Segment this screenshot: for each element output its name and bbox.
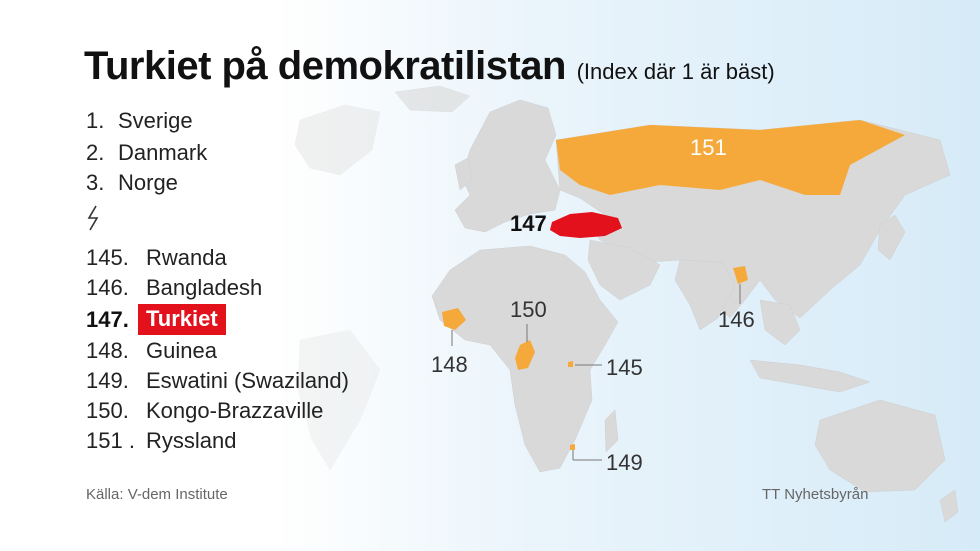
credit-text: TT Nyhetsbyrån [762,486,869,503]
rwanda-shape [568,361,573,367]
country-name: Kongo-Brazzaville [146,398,324,423]
label-kongo: 150 [510,297,547,322]
turkey-shape [550,212,622,238]
land-uk [454,157,473,191]
kongo-brazzaville-shape [515,340,535,370]
country-name: Bangladesh [146,275,263,300]
rank-number: 149. [86,368,129,393]
rank-number: 147. [86,307,129,332]
rank-number: 148. [86,338,129,363]
land-australia [814,399,946,493]
country-name: Guinea [146,338,217,363]
land-europe [454,99,561,233]
label-turkey: 147 [510,211,547,236]
country-name: Eswatini (Swaziland) [146,368,349,393]
land-japan [877,214,906,261]
rank-number: 1. [86,108,105,133]
land-indonesia [749,359,871,393]
rank-number: 146. [86,275,129,300]
source-text: Källa: V-dem Institute [86,486,228,503]
label-eswatini: 149 [606,450,643,475]
land-se-asia [759,299,801,346]
label-russia: 151 [690,135,727,160]
country-name: Rwanda [146,245,227,270]
land-north-america [294,104,381,176]
label-guinea: 148 [431,352,468,377]
rank-number: 150. [86,398,129,423]
title-text: Turkiet på demokratilistan [84,44,566,88]
russia-shape [556,120,905,195]
country-name: Ryssland [146,428,237,453]
land-new-zealand [939,489,959,523]
eswatini-shape [570,444,575,450]
rank-number: 2. [86,140,105,165]
list-break-icon [87,205,99,231]
rank-number: 145. [86,245,129,270]
label-bangladesh: 146 [718,307,755,332]
country-name: Danmark [118,140,208,165]
land-south-america [297,329,381,471]
guinea-shape [442,308,466,330]
land-madagascar [604,409,619,453]
country-name: Norge [118,170,178,195]
rank-number: 151 . [86,428,135,453]
page-title: Turkiet på demokratilistan (Index där 1 … [84,44,775,89]
land-arctic-islands [394,85,471,113]
land-india [674,259,736,331]
land-arabia [587,239,661,301]
rank-number: 3. [86,170,105,195]
country-name: Sverige [118,108,193,133]
subtitle: (Index där 1 är bäst) [576,59,775,84]
label-rwanda: 145 [606,355,643,380]
bangladesh-shape [733,266,748,284]
country-name-highlight: Turkiet [138,304,226,335]
